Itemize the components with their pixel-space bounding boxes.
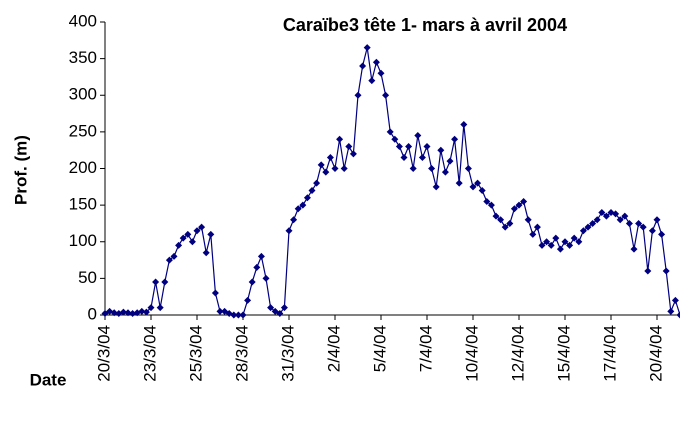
data-marker — [387, 128, 394, 135]
x-tick-label: 5/4/04 — [370, 325, 389, 372]
x-tick-label: 10/4/04 — [462, 325, 481, 382]
x-tick-label: 23/3/04 — [140, 325, 159, 382]
data-marker — [433, 183, 440, 190]
data-marker — [336, 136, 343, 143]
data-marker — [552, 235, 559, 242]
y-tick-label: 100 — [69, 231, 97, 250]
data-marker — [442, 169, 449, 176]
data-marker — [529, 231, 536, 238]
data-marker — [649, 227, 656, 234]
data-marker — [557, 246, 564, 253]
data-marker — [451, 136, 458, 143]
data-marker — [322, 169, 329, 176]
data-marker — [189, 238, 196, 245]
x-tick-label: 15/4/04 — [554, 325, 573, 382]
x-tick-label: 2/4/04 — [324, 325, 343, 372]
y-tick-label: 300 — [69, 85, 97, 104]
data-marker — [658, 231, 665, 238]
chart-title: Caraïbe3 tête 1- mars à avril 2004 — [283, 15, 567, 35]
y-axis-label: Prof. (m) — [11, 135, 30, 205]
data-marker — [378, 70, 385, 77]
x-tick-label: 12/4/04 — [508, 325, 527, 382]
y-tick-label: 50 — [78, 268, 97, 287]
data-marker — [460, 121, 467, 128]
data-marker — [631, 246, 638, 253]
data-marker — [465, 165, 472, 172]
data-marker — [341, 165, 348, 172]
data-marker — [253, 264, 260, 271]
y-tick-label: 0 — [88, 304, 97, 323]
data-marker — [419, 154, 426, 161]
data-marker — [175, 242, 182, 249]
data-marker — [345, 143, 352, 150]
data-marker — [437, 147, 444, 154]
data-marker — [534, 224, 541, 231]
x-tick-label: 20/3/04 — [94, 325, 113, 382]
y-tick-label: 200 — [69, 158, 97, 177]
data-marker — [401, 154, 408, 161]
data-marker — [157, 304, 164, 311]
data-marker — [525, 216, 532, 223]
y-tick-label: 250 — [69, 121, 97, 140]
data-marker — [479, 187, 486, 194]
data-marker — [240, 312, 247, 319]
data-marker — [644, 268, 651, 275]
y-tick-label: 150 — [69, 195, 97, 214]
data-marker — [152, 279, 159, 286]
data-marker — [410, 165, 417, 172]
data-marker — [359, 62, 366, 69]
data-marker — [456, 180, 463, 187]
data-marker — [332, 165, 339, 172]
data-marker — [428, 165, 435, 172]
x-tick-label: 7/4/04 — [416, 325, 435, 372]
data-marker — [626, 220, 633, 227]
data-marker — [391, 136, 398, 143]
data-marker — [249, 279, 256, 286]
x-tick-label: 17/4/04 — [600, 325, 619, 382]
data-marker — [207, 231, 214, 238]
data-marker — [203, 249, 210, 256]
data-marker — [313, 180, 320, 187]
data-marker — [350, 150, 357, 157]
x-tick-label: 31/3/04 — [278, 325, 297, 382]
data-marker — [424, 143, 431, 150]
data-marker — [663, 268, 670, 275]
data-marker — [244, 297, 251, 304]
data-marker — [327, 154, 334, 161]
data-marker — [654, 216, 661, 223]
data-marker — [263, 275, 270, 282]
data-marker — [373, 59, 380, 66]
x-tick-label: 20/4/04 — [646, 325, 665, 382]
data-marker — [212, 290, 219, 297]
x-axis-label: Date — [30, 370, 67, 389]
data-marker — [161, 279, 168, 286]
data-marker — [672, 297, 679, 304]
data-marker — [355, 92, 362, 99]
data-marker — [304, 194, 311, 201]
y-tick-label: 400 — [69, 11, 97, 30]
x-tick-label: 28/3/04 — [232, 325, 251, 382]
data-marker — [405, 143, 412, 150]
x-tick-label: 25/3/04 — [186, 325, 205, 382]
data-marker — [364, 44, 371, 51]
data-marker — [447, 158, 454, 165]
y-tick-label: 350 — [69, 48, 97, 67]
data-marker — [368, 77, 375, 84]
data-marker — [667, 308, 674, 315]
data-marker — [290, 216, 297, 223]
data-marker — [286, 227, 293, 234]
data-marker — [677, 312, 680, 319]
data-marker — [382, 92, 389, 99]
data-marker — [414, 132, 421, 139]
data-line — [105, 48, 680, 315]
data-marker — [318, 161, 325, 168]
data-marker — [396, 143, 403, 150]
data-marker — [258, 253, 265, 260]
data-marker — [309, 187, 316, 194]
